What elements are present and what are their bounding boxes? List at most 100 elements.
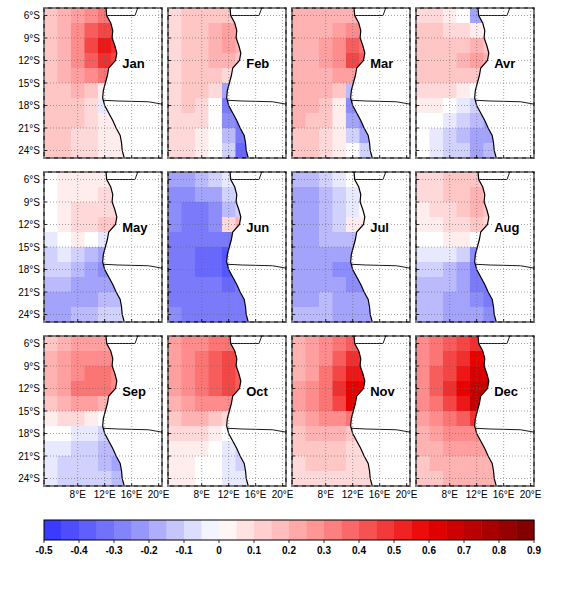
cell bbox=[292, 38, 306, 54]
cell bbox=[319, 292, 333, 308]
cell bbox=[319, 202, 333, 218]
cell bbox=[456, 232, 470, 248]
cell bbox=[346, 38, 360, 54]
cell bbox=[181, 411, 195, 427]
tick bbox=[168, 83, 171, 84]
cell bbox=[57, 247, 71, 263]
tick bbox=[44, 38, 47, 39]
cell bbox=[470, 292, 484, 308]
cell bbox=[181, 277, 195, 293]
cell bbox=[470, 38, 484, 54]
cell bbox=[416, 113, 430, 129]
title-patch bbox=[245, 56, 270, 71]
cell bbox=[416, 351, 430, 367]
cell bbox=[319, 351, 333, 367]
cell bbox=[84, 396, 98, 412]
tick bbox=[292, 456, 295, 457]
cell bbox=[195, 292, 209, 308]
colorbar-tick bbox=[499, 540, 500, 543]
cell bbox=[292, 396, 306, 412]
cell bbox=[181, 113, 195, 129]
border bbox=[479, 172, 510, 180]
cell bbox=[98, 351, 112, 367]
cell bbox=[44, 247, 58, 263]
tick bbox=[168, 105, 171, 106]
tick bbox=[168, 128, 171, 129]
cell bbox=[292, 456, 306, 472]
colorbar-tick bbox=[324, 540, 325, 543]
cell bbox=[208, 23, 222, 39]
border bbox=[231, 8, 262, 16]
cell bbox=[222, 187, 236, 203]
cell bbox=[292, 23, 306, 39]
tick bbox=[325, 483, 326, 486]
cell bbox=[416, 23, 430, 39]
grid-line bbox=[416, 83, 534, 84]
cell bbox=[319, 366, 333, 382]
tick bbox=[449, 319, 450, 322]
cell bbox=[456, 441, 470, 457]
tick-label: 12°E bbox=[94, 489, 116, 500]
tick-label: 18°S bbox=[18, 428, 40, 439]
cell bbox=[292, 411, 306, 427]
cell bbox=[44, 68, 58, 84]
grid-line bbox=[168, 456, 286, 457]
cell bbox=[416, 38, 430, 54]
cell bbox=[168, 128, 182, 144]
tick bbox=[292, 292, 295, 293]
tick bbox=[379, 319, 380, 322]
frame-dash bbox=[44, 172, 162, 322]
colorbar-label: 0.7 bbox=[457, 545, 471, 556]
colorbar-label: 0.8 bbox=[492, 545, 506, 556]
tick bbox=[282, 483, 283, 486]
cell bbox=[443, 292, 457, 308]
tick bbox=[292, 478, 295, 479]
plot-area bbox=[168, 8, 286, 158]
cell bbox=[195, 411, 209, 427]
cell bbox=[429, 68, 443, 84]
frame bbox=[168, 8, 286, 158]
grid-line bbox=[292, 202, 410, 203]
tick-label: 9°S bbox=[24, 33, 41, 44]
tick-label: 21°S bbox=[18, 451, 40, 462]
tick bbox=[168, 150, 171, 151]
plot-area bbox=[292, 336, 410, 486]
border bbox=[351, 100, 410, 105]
border bbox=[475, 264, 534, 269]
cell bbox=[470, 128, 484, 144]
cell bbox=[71, 38, 85, 54]
cell bbox=[208, 441, 222, 457]
tick-label: 12°S bbox=[18, 219, 40, 230]
cell bbox=[71, 23, 85, 39]
tick bbox=[292, 343, 295, 344]
cell bbox=[71, 83, 85, 99]
cell bbox=[44, 23, 58, 39]
cell bbox=[456, 68, 470, 84]
tick bbox=[44, 179, 47, 180]
frame-dash bbox=[44, 336, 162, 486]
cell bbox=[416, 456, 430, 472]
cell bbox=[168, 366, 182, 382]
panel: Nov8°E12°E16°E20°E bbox=[292, 321, 423, 501]
cell bbox=[319, 411, 333, 427]
border bbox=[479, 8, 510, 16]
land bbox=[351, 172, 410, 322]
cell bbox=[346, 23, 360, 39]
panel-title: Sep bbox=[122, 384, 146, 399]
grid-line bbox=[292, 343, 410, 344]
panel-title: Jul bbox=[370, 220, 389, 235]
tick bbox=[352, 319, 353, 322]
border bbox=[231, 172, 262, 180]
tick bbox=[44, 478, 47, 479]
cell bbox=[222, 128, 236, 144]
cell bbox=[332, 187, 346, 203]
frame-dash bbox=[292, 172, 410, 322]
tick bbox=[168, 411, 171, 412]
grid-line bbox=[168, 15, 286, 16]
cell bbox=[292, 68, 306, 84]
tick bbox=[416, 411, 419, 412]
grid-line bbox=[44, 411, 162, 412]
cell bbox=[319, 441, 333, 457]
tick-label: 9°S bbox=[24, 197, 41, 208]
border bbox=[351, 264, 410, 269]
